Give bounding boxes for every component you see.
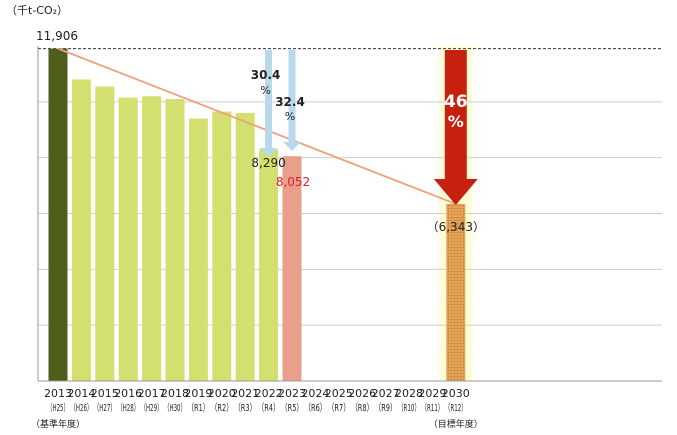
x-era-2018: （H30） [164,402,186,414]
reduction-2022-percent: % [260,84,270,97]
value-label-2023: 8,052 [276,175,310,189]
reduction-target-percent: % [448,112,464,131]
x-tick-2023: 2023 [278,387,306,400]
reduction-arrow-2022 [259,50,278,157]
value-label-2022: 8,290 [251,156,285,170]
x-tick-2030: 2030 [442,387,470,400]
x-era-2021: （R3） [234,402,256,414]
reduction-2023-percent: % [285,110,295,123]
bar-2017 [142,96,162,381]
base-year-label: （基準年度） [31,418,85,430]
bar-2021 [235,113,255,381]
x-era-2027: （R9） [375,402,397,414]
bar-2014 [71,79,91,381]
bar-2022 [259,149,279,381]
x-tick-2027: 2027 [372,387,400,400]
reduction-2022-value: 30.4 [251,68,281,82]
x-era-2024: （R6） [304,402,326,414]
x-tick-2024: 2024 [301,387,329,400]
reduction-2023-value: 32.4 [275,95,305,109]
base-value-label: 11,906 [36,29,78,43]
x-tick-2018: 2018 [161,387,189,400]
x-era-2013: （H25） [47,402,69,414]
x-era-2030: （R12） [445,402,467,414]
bar-2023 [282,156,302,381]
bar-2015 [95,86,115,382]
bar-2016 [118,97,138,381]
bar-2019 [188,118,208,381]
x-era-2014: （H26） [70,402,92,414]
target-year-label: （目標年度） [429,418,483,430]
reduction-arrow-2023 [283,50,301,151]
x-era-2020: （R2） [211,402,233,414]
x-tick-2017: 2017 [138,387,166,400]
x-era-2015: （H27） [94,402,116,414]
x-era-2023: （R5） [281,402,303,414]
unit-label: （千t-CO₂） [6,4,68,17]
x-era-2028: （R10） [398,402,420,414]
x-tick-2020: 2020 [208,387,236,400]
x-tick-2016: 2016 [114,387,142,400]
reduction-target-value: 46 [444,92,468,112]
x-era-2016: （H28） [117,402,139,414]
x-era-2025: （R7） [328,402,350,414]
reduction-arrow-target [433,50,478,205]
x-tick-2014: 2014 [67,387,95,400]
x-era-2019: （R1） [187,402,209,414]
x-tick-2028: 2028 [395,387,423,400]
x-tick-2022: 2022 [255,387,283,400]
x-tick-2021: 2021 [231,387,259,400]
x-era-2026: （R8） [351,402,373,414]
trend-line [57,47,457,205]
target-value-label: （6,343） [427,220,485,234]
x-tick-2025: 2025 [325,387,353,400]
x-era-2022: （R4） [258,402,280,414]
x-tick-2019: 2019 [184,387,212,400]
bar-2020 [212,111,232,382]
bar-2030 [446,203,466,381]
x-tick-2013: 2013 [44,387,72,400]
bar-2013 [48,48,68,381]
x-era-2029: （R11） [421,402,443,414]
x-tick-2026: 2026 [348,387,376,400]
x-tick-2015: 2015 [91,387,119,400]
x-tick-2029: 2029 [418,387,446,400]
bar-2018 [165,99,185,382]
x-era-2017: （H29） [141,402,163,414]
